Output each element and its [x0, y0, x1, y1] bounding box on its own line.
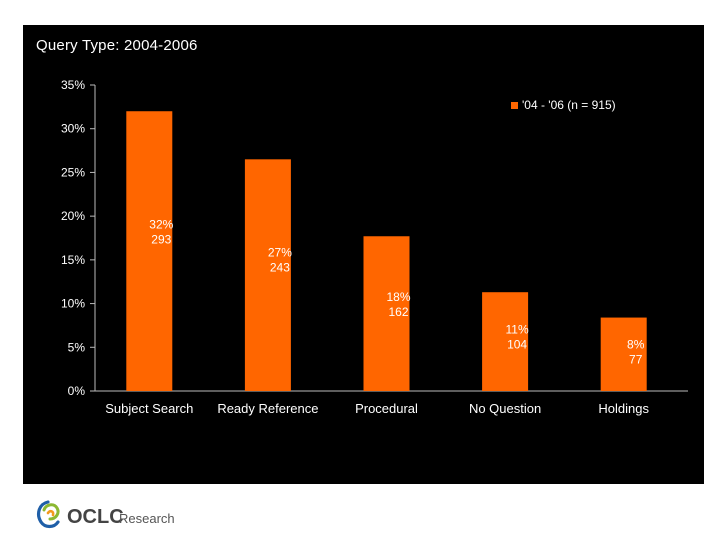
data-label-count: 77 [629, 352, 643, 366]
data-label-count: 293 [151, 233, 171, 247]
y-tick-label: 20% [61, 209, 85, 223]
x-tick-label: Ready Reference [217, 401, 318, 416]
legend-label: '04 - '06 (n = 915) [522, 98, 616, 112]
y-tick-label: 15% [61, 253, 85, 267]
chart-panel: Query Type: 2004-2006 0% 5% 10% 15% 20% 25% 30… [23, 25, 704, 484]
bar [482, 292, 529, 391]
logo-research-text: Research [119, 511, 175, 526]
logo-oclc-text: OCLC [67, 506, 124, 528]
y-tick-label: 5% [68, 340, 86, 354]
x-tick-label: Procedural [355, 401, 418, 416]
bar [363, 236, 410, 391]
data-label-pct: 18% [386, 290, 410, 304]
data-label-count: 104 [507, 338, 527, 352]
y-tick-label: 35% [61, 78, 85, 92]
oclc-research-logo: OCLC Research [37, 500, 175, 529]
y-tick-label: 30% [61, 122, 85, 136]
bar-chart: 0% 5% 10% 15% 20% 25% 30% 35% 32%293 Subject Sear… [61, 78, 688, 416]
data-label-pct: 27% [268, 246, 292, 260]
data-label-pct: 32% [149, 218, 173, 232]
y-tick-label: 0% [68, 384, 86, 398]
bar [244, 159, 291, 391]
chart-title: Query Type: 2004-2006 [36, 37, 198, 54]
x-tick-label: Holdings [598, 401, 649, 416]
data-label-count: 243 [270, 261, 290, 275]
bar [600, 317, 647, 391]
oclc-swirl-icon [37, 500, 60, 529]
data-label-count: 162 [388, 305, 408, 319]
data-label-pct: 11% [506, 323, 529, 337]
x-tick-label: No Question [469, 401, 541, 416]
y-tick-label: 10% [61, 297, 85, 311]
data-label-pct: 8% [627, 337, 645, 351]
bar [126, 111, 173, 391]
x-tick-label: Subject Search [105, 401, 193, 416]
legend-swatch [511, 102, 518, 109]
y-tick-label: 25% [61, 165, 85, 179]
